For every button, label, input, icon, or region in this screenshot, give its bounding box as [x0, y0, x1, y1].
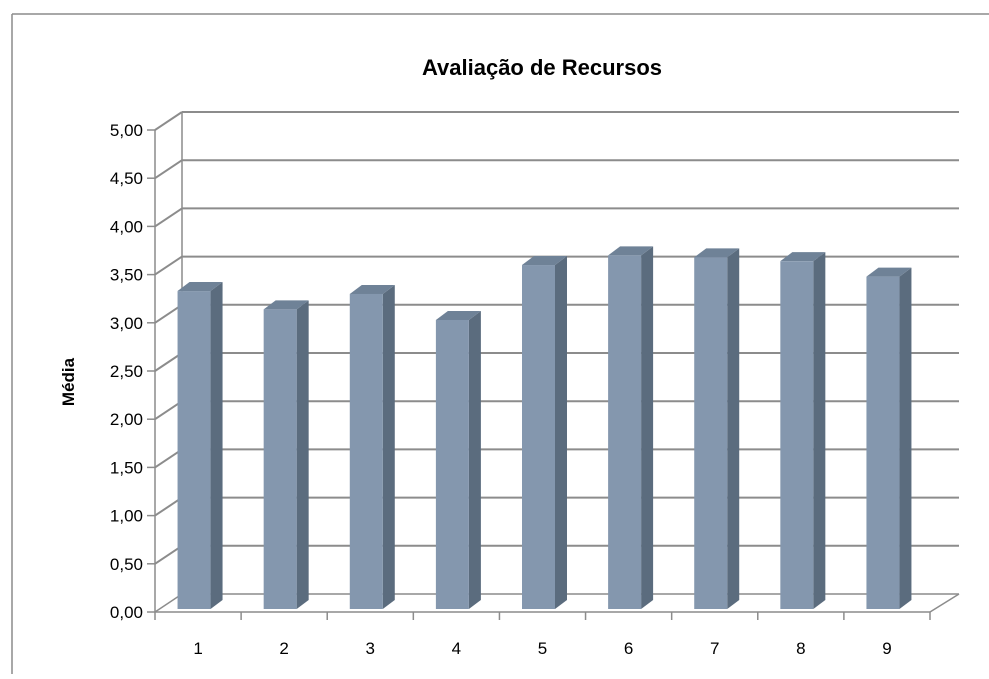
- bar-top: [522, 256, 567, 266]
- gridline-diagonal: [154, 400, 183, 421]
- bar-side: [468, 310, 481, 609]
- gridline-diagonal: [154, 303, 183, 324]
- gridline-diagonal: [154, 207, 183, 228]
- y-tick-label: 2,50: [110, 362, 143, 381]
- bar: [522, 265, 555, 609]
- y-tick-label: 4,00: [110, 217, 143, 236]
- x-tick-label: 8: [796, 639, 805, 658]
- gridline-diagonal: [154, 111, 183, 131]
- bar-side: [813, 252, 826, 609]
- bar-top: [435, 310, 481, 320]
- bar-top: [177, 282, 223, 292]
- bar: [349, 293, 383, 609]
- bar-side: [555, 256, 567, 609]
- gridlines: [154, 111, 959, 565]
- bar-side: [210, 282, 223, 609]
- y-tick-label: 2,00: [110, 410, 143, 429]
- y-tick-label: 1,50: [110, 458, 143, 477]
- bars: [177, 246, 912, 609]
- bar-side: [899, 267, 912, 609]
- bar-top: [608, 246, 654, 256]
- floor-right-edge: [929, 593, 960, 613]
- bar: [177, 291, 211, 609]
- y-tick-label: 3,00: [110, 314, 143, 333]
- bar: [608, 255, 642, 609]
- y-tick-label: 3,50: [110, 266, 143, 285]
- bar-side: [727, 248, 740, 609]
- bar-side: [641, 246, 654, 609]
- gridline-diagonal: [154, 159, 183, 180]
- x-tick-label: 4: [452, 639, 461, 658]
- bar: [694, 257, 728, 609]
- x-tick-label: 9: [882, 639, 891, 658]
- bar: [263, 309, 297, 609]
- gridline-diagonal: [154, 496, 183, 517]
- bar-top: [263, 300, 309, 310]
- x-tick-label: 2: [279, 639, 288, 658]
- y-tick-label: 0,00: [110, 603, 143, 622]
- gridline-diagonal: [154, 255, 183, 276]
- gridline-diagonal: [154, 544, 183, 565]
- x-tick-label: 3: [366, 639, 375, 658]
- x-tick-label: 1: [193, 639, 202, 658]
- x-tick-label: 5: [538, 639, 547, 658]
- bar: [780, 261, 814, 609]
- bar-top: [780, 252, 826, 262]
- y-tick-label: 0,50: [110, 555, 143, 574]
- bar-side: [382, 284, 395, 609]
- y-axis-label: Média: [59, 357, 78, 406]
- y-tick-label: 4,50: [110, 169, 143, 188]
- floor-left-edge: [154, 593, 183, 613]
- bar-top: [694, 248, 740, 258]
- x-tick-labels: 1 2 3 4 5 6 7 8 9: [193, 639, 891, 658]
- bar: [866, 276, 900, 609]
- chart-title: Avaliação de Recursos: [422, 55, 662, 80]
- bar-top: [866, 267, 912, 277]
- bar: [435, 319, 469, 609]
- bar-top: [349, 284, 395, 294]
- x-tick-label: 6: [624, 639, 633, 658]
- bar-side: [296, 300, 309, 609]
- gridline-diagonal: [154, 448, 183, 469]
- y-tick-label: 5,00: [110, 121, 143, 140]
- x-tick-label: 7: [710, 639, 719, 658]
- y-tick-labels: 0,00 0,50 1,00 1,50 2,00 2,50 3,00 3,50 4,00 4,50…: [110, 121, 143, 622]
- y-tick-label: 1,00: [110, 507, 143, 526]
- gridline-diagonal: [154, 352, 183, 372]
